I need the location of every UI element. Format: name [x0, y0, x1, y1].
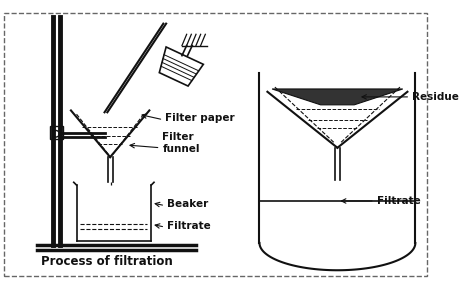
Text: Residue: Residue [412, 92, 459, 102]
Text: Filtrate: Filtrate [377, 196, 420, 206]
Text: Filtrate: Filtrate [167, 221, 211, 231]
Bar [50, 126, 63, 139]
Text: Filter paper: Filter paper [165, 113, 235, 123]
Text: Beaker: Beaker [167, 199, 208, 209]
Text: Process of filtration: Process of filtration [41, 255, 173, 268]
Text: Filter
funnel: Filter funnel [162, 132, 200, 154]
Polygon shape [272, 89, 403, 105]
